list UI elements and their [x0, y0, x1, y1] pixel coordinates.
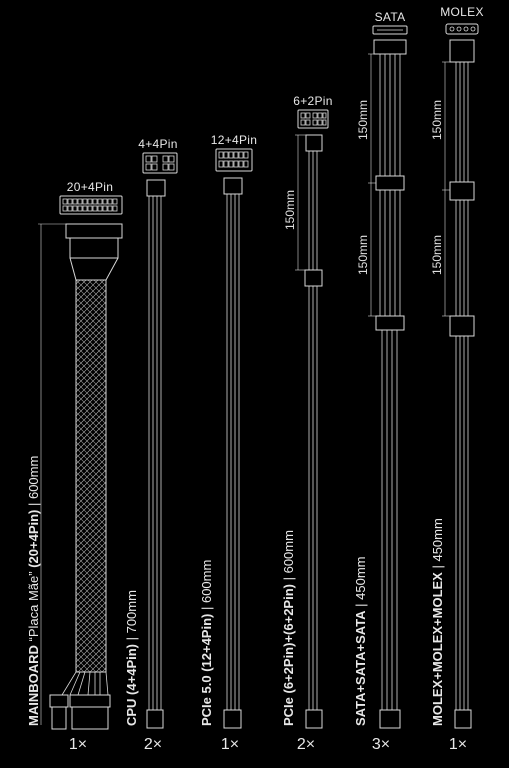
molex-segment-1-length: 150mm [430, 99, 444, 140]
cpu-quantity: 2× [143, 736, 163, 753]
sata-cable-label: SATA+SATA+SATA | 450mm [353, 556, 368, 726]
sata-length: | 450mm [353, 556, 368, 611]
pcie5-cable-label: PCIe 5.0 (12+4Pin) | 600mm [199, 560, 214, 726]
cpu-connector-label: 4+4Pin [138, 137, 178, 151]
molex-connector-label: MOLEX [440, 5, 484, 19]
sata-segment-2-length: 150mm [356, 234, 370, 275]
sata-name: SATA+SATA+SATA [353, 610, 368, 726]
cpu-length: | 700mm [124, 590, 139, 644]
pcie5-connector-icon [215, 148, 253, 172]
cpu-connector-icon [142, 152, 178, 174]
mainboard-name-pins: (20+4Pin) [26, 509, 41, 568]
molex-name: MOLEX+MOLEX+MOLEX [430, 572, 445, 726]
pcie-quantity: 2× [296, 736, 316, 753]
mainboard-name-extra: “Placa Mãe” [26, 567, 41, 646]
pcie-name: PCIe (6+2Pin)+(6+2Pin) [281, 584, 296, 726]
pcie5-connector-label: 12+4Pin [210, 133, 258, 147]
molex-segment-2-length: 150mm [430, 234, 444, 275]
pcie-connector-label: 6+2Pin [293, 94, 333, 108]
molex-connector-icon [445, 23, 479, 35]
sata-connector-label: SATA [374, 10, 406, 24]
cpu-cable [142, 152, 178, 729]
mainboard-cable [38, 195, 123, 730]
mainboard-connector-label: 20+4Pin [66, 180, 114, 194]
pcie5-quantity: 1× [220, 736, 240, 753]
cpu-cable-label: CPU (4+4Pin) | 700mm [124, 590, 139, 726]
molex-cable-label: MOLEX+MOLEX+MOLEX | 450mm [430, 518, 445, 726]
mainboard-cable-label: MAINBOARD “Placa Mãe” (20+4Pin) | 600mm [26, 456, 41, 726]
pcie-length: | 600mm [281, 530, 296, 585]
pcie-cable [295, 109, 329, 729]
sata-segment-1-length: 150mm [356, 99, 370, 140]
pcie-cable-label: PCIe (6+2Pin)+(6+2Pin) | 600mm [281, 530, 296, 726]
molex-cable [442, 23, 479, 729]
pcie5-length: | 600mm [199, 559, 214, 614]
mainboard-quantity: 1× [68, 736, 88, 753]
sata-quantity: 3× [371, 736, 391, 753]
mainboard-connector-icon [59, 195, 123, 215]
molex-length: | 450mm [430, 518, 445, 573]
pcie5-name: PCIe 5.0 (12+4Pin) [199, 613, 214, 726]
pcie5-cable [215, 148, 253, 729]
mainboard-name: MAINBOARD [26, 645, 41, 726]
mainboard-length: | 600mm [26, 455, 41, 510]
sata-connector-icon [372, 25, 408, 35]
sata-cable [368, 25, 408, 729]
pcie-connector-icon [297, 109, 329, 129]
pcie-segment-length: 150mm [283, 189, 297, 230]
molex-quantity: 1× [448, 736, 468, 753]
cpu-name: CPU (4+4Pin) [124, 644, 139, 726]
